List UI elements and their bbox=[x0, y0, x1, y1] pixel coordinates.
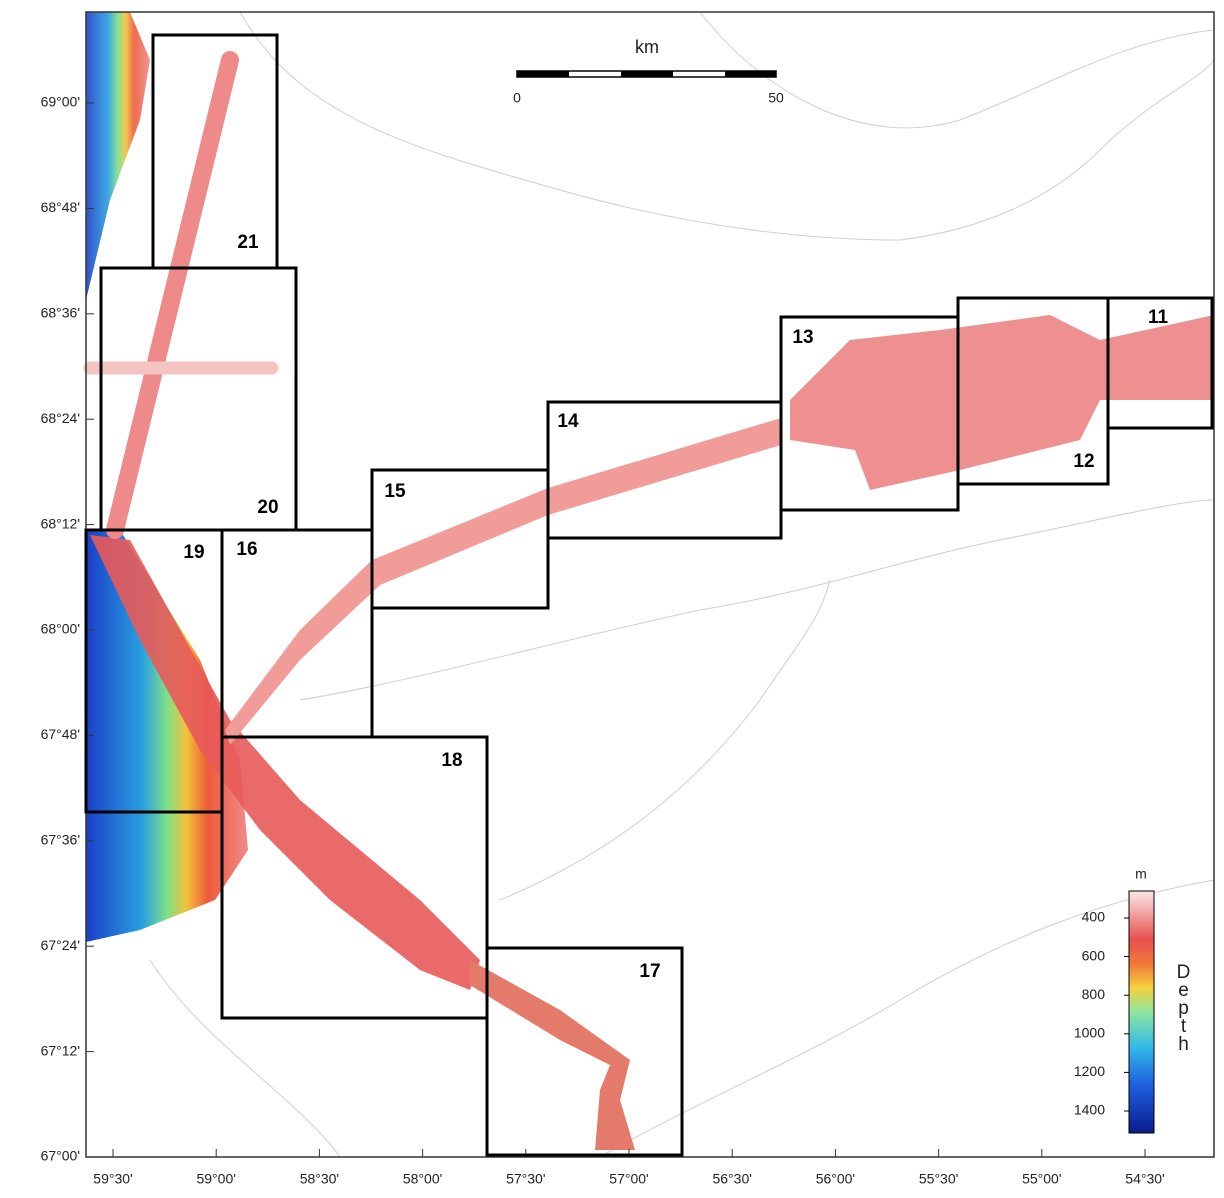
scale-bar: km 0 50 bbox=[513, 37, 784, 106]
map-frame bbox=[86, 12, 1214, 1157]
lon-label: 58°00' bbox=[403, 1171, 442, 1187]
colorbar-tick-label: 1400 bbox=[1074, 1102, 1105, 1118]
lat-label: 68°12' bbox=[41, 515, 80, 531]
box-label: 13 bbox=[792, 327, 813, 348]
lon-label: 57°30' bbox=[506, 1171, 545, 1187]
box-label: 18 bbox=[441, 750, 462, 771]
box-label: 16 bbox=[236, 539, 257, 560]
lat-label: 69°00' bbox=[41, 94, 80, 110]
box-label: 12 bbox=[1073, 451, 1094, 472]
lat-label: 68°24' bbox=[41, 410, 80, 426]
lon-label: 57°00' bbox=[609, 1171, 648, 1187]
lat-label: 67°00' bbox=[41, 1148, 80, 1164]
colorbar bbox=[1129, 891, 1154, 1133]
colorbar-tick-label: 400 bbox=[1082, 909, 1106, 925]
scale-start: 0 bbox=[513, 90, 521, 106]
lat-label: 67°48' bbox=[41, 726, 80, 742]
box-label: 21 bbox=[237, 232, 259, 253]
box-label: 15 bbox=[384, 481, 406, 502]
scale-unit: km bbox=[635, 37, 659, 57]
lon-label: 54°30' bbox=[1125, 1171, 1164, 1187]
lat-label: 68°36' bbox=[41, 305, 80, 321]
lon-label: 56°00' bbox=[816, 1171, 855, 1187]
box-label: 11 bbox=[1148, 307, 1169, 328]
lon-label: 59°00' bbox=[196, 1171, 235, 1187]
lon-label: 58°30' bbox=[300, 1171, 339, 1187]
lat-label: 67°12' bbox=[41, 1042, 80, 1058]
box-label: 17 bbox=[639, 961, 660, 982]
colorbar-title: Depth bbox=[1172, 962, 1194, 1052]
colorbar-tick-label: 1200 bbox=[1074, 1063, 1105, 1079]
colorbar-tick-label: 600 bbox=[1082, 947, 1106, 963]
colorbar-unit: m bbox=[1135, 866, 1147, 882]
lon-label: 56°30' bbox=[712, 1171, 751, 1187]
scale-end: 50 bbox=[768, 90, 784, 106]
map-page: km 0 50 m 69°00' 68°48' 68°36' 68°24' 68°12'… bbox=[0, 0, 1224, 1198]
box-label: 14 bbox=[557, 411, 579, 432]
lon-label: 59°30' bbox=[93, 1171, 132, 1187]
lat-label: 67°36' bbox=[41, 832, 80, 848]
colorbar-tick-label: 1000 bbox=[1074, 1025, 1105, 1041]
colorbar-tick-label: 800 bbox=[1082, 986, 1106, 1002]
lat-label: 67°24' bbox=[41, 937, 80, 953]
map: km 0 50 m 69°00' 68°48' 68°36' 68°24' 68°12'… bbox=[0, 0, 1224, 1198]
lat-label: 68°00' bbox=[41, 621, 80, 637]
lat-label: 68°48' bbox=[41, 199, 80, 215]
box-label: 20 bbox=[257, 497, 278, 518]
box-label: 19 bbox=[183, 542, 204, 563]
lon-label: 55°00' bbox=[1022, 1171, 1061, 1187]
lon-label: 55°30' bbox=[919, 1171, 958, 1187]
